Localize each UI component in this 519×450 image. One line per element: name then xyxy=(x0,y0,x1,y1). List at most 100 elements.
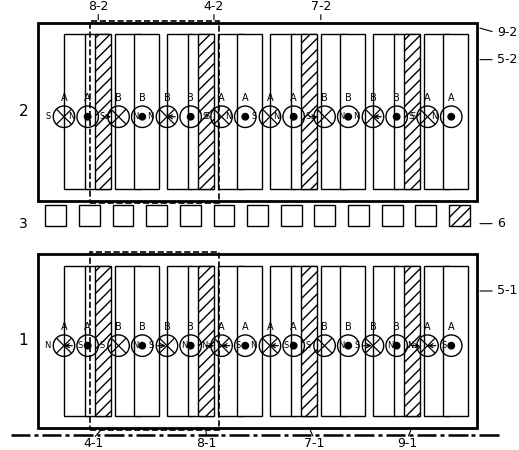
Bar xyxy=(302,34,317,189)
Bar xyxy=(425,34,450,189)
Text: S: S xyxy=(235,341,240,350)
Text: A: A xyxy=(448,93,455,103)
Bar xyxy=(180,205,201,226)
Bar xyxy=(404,34,420,189)
Circle shape xyxy=(187,113,194,120)
Text: S: S xyxy=(306,341,311,350)
Text: B: B xyxy=(187,93,194,103)
Bar xyxy=(134,34,159,189)
Circle shape xyxy=(187,342,194,349)
Text: A: A xyxy=(424,322,431,332)
Text: A: A xyxy=(290,322,297,332)
Circle shape xyxy=(242,113,249,120)
Bar xyxy=(113,205,133,226)
Text: N: N xyxy=(353,112,359,121)
Bar xyxy=(90,252,219,430)
Text: N: N xyxy=(132,341,139,350)
Bar xyxy=(373,34,399,189)
Bar xyxy=(187,266,213,416)
Text: A: A xyxy=(267,322,274,332)
Text: N: N xyxy=(67,112,74,121)
Bar xyxy=(45,205,66,226)
Bar xyxy=(373,266,399,416)
Text: N: N xyxy=(201,341,208,350)
Text: B: B xyxy=(115,322,122,332)
Circle shape xyxy=(448,113,455,120)
Bar xyxy=(425,266,450,416)
Circle shape xyxy=(139,342,145,349)
Text: A: A xyxy=(218,322,225,332)
Bar xyxy=(340,34,365,189)
Bar xyxy=(348,205,369,226)
Text: 5-2: 5-2 xyxy=(497,53,517,66)
Text: A: A xyxy=(218,93,225,103)
Text: A: A xyxy=(267,93,274,103)
Bar xyxy=(443,266,468,416)
Bar xyxy=(64,266,89,416)
Text: B: B xyxy=(139,93,146,103)
Bar xyxy=(321,34,347,189)
Text: N: N xyxy=(225,112,231,121)
Text: A: A xyxy=(448,322,455,332)
Text: A: A xyxy=(242,322,249,332)
Text: B: B xyxy=(393,322,400,332)
Text: S: S xyxy=(408,112,414,121)
Circle shape xyxy=(345,342,351,349)
Bar xyxy=(382,205,403,226)
Bar xyxy=(404,266,420,416)
Text: N: N xyxy=(387,341,393,350)
Text: N: N xyxy=(181,341,187,350)
Text: 9-2: 9-2 xyxy=(497,26,517,39)
Text: B: B xyxy=(321,93,328,103)
Text: S: S xyxy=(204,112,210,121)
Bar xyxy=(95,266,111,416)
Text: N: N xyxy=(132,112,139,121)
Text: N: N xyxy=(44,341,50,350)
Text: S: S xyxy=(45,112,50,121)
Bar xyxy=(315,205,335,226)
Bar xyxy=(95,34,111,189)
Text: 2: 2 xyxy=(19,104,28,119)
Bar xyxy=(270,34,295,189)
Bar xyxy=(90,21,219,203)
Text: S: S xyxy=(148,341,153,350)
Text: 5-1: 5-1 xyxy=(497,284,517,297)
Circle shape xyxy=(85,113,91,120)
Text: B: B xyxy=(139,322,146,332)
Text: A: A xyxy=(85,93,91,103)
Bar xyxy=(198,34,214,189)
Bar xyxy=(116,34,141,189)
Bar xyxy=(85,266,110,416)
Circle shape xyxy=(393,342,400,349)
Bar xyxy=(443,34,468,189)
Text: B: B xyxy=(370,322,376,332)
Text: B: B xyxy=(163,322,170,332)
Text: N: N xyxy=(338,112,345,121)
Text: 4-1: 4-1 xyxy=(83,437,103,450)
Text: 3: 3 xyxy=(19,216,28,231)
Text: N: N xyxy=(274,112,280,121)
Text: B: B xyxy=(370,93,376,103)
Text: B: B xyxy=(115,93,122,103)
Circle shape xyxy=(139,113,145,120)
Circle shape xyxy=(85,342,91,349)
Bar xyxy=(291,266,316,416)
Circle shape xyxy=(291,342,297,349)
Bar xyxy=(79,205,100,226)
Bar xyxy=(340,266,365,416)
Text: A: A xyxy=(85,322,91,332)
Text: N: N xyxy=(147,112,153,121)
Bar xyxy=(321,266,347,416)
Bar xyxy=(167,34,193,189)
Bar xyxy=(302,266,317,416)
Text: 9-1: 9-1 xyxy=(397,437,417,450)
Bar xyxy=(218,266,244,416)
Text: B: B xyxy=(345,322,352,332)
Text: A: A xyxy=(290,93,297,103)
Text: S: S xyxy=(100,341,105,350)
Bar xyxy=(247,205,268,226)
Circle shape xyxy=(345,113,351,120)
Text: N: N xyxy=(338,341,345,350)
Circle shape xyxy=(242,342,249,349)
Text: B: B xyxy=(187,322,194,332)
